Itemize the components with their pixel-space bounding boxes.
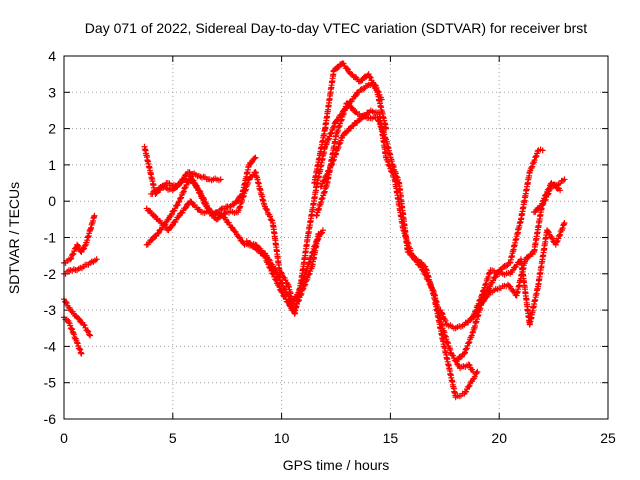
data-point xyxy=(78,350,85,357)
series-marker-trail xyxy=(245,81,384,316)
series-marker-trail xyxy=(61,298,93,338)
grid xyxy=(64,56,608,419)
x-tick-label: 25 xyxy=(600,430,616,446)
series-trace-k xyxy=(317,107,477,375)
chart-title: Day 071 of 2022, Sidereal Day-to-day VTE… xyxy=(85,20,587,36)
data-points xyxy=(61,60,568,401)
series-trace-o xyxy=(470,219,568,328)
data-point xyxy=(470,314,477,321)
data-point xyxy=(87,332,94,339)
x-tick-label: 20 xyxy=(491,430,507,446)
y-tick-label: -3 xyxy=(44,302,57,318)
series-marker-trail xyxy=(62,257,98,277)
plot-frame xyxy=(63,55,609,420)
data-point xyxy=(187,172,194,179)
y-tick-label: -6 xyxy=(44,411,57,427)
x-tick-label: 10 xyxy=(274,430,290,446)
x-tick-label: 0 xyxy=(60,430,68,446)
y-tick-label: 1 xyxy=(48,157,56,173)
x-tick-label: 5 xyxy=(169,430,177,446)
series-marker-trail xyxy=(149,169,322,313)
y-tick-label: 3 xyxy=(48,84,56,100)
series-trace-a xyxy=(61,212,98,266)
series-trace-i xyxy=(243,81,385,317)
y-tick-label: 0 xyxy=(48,193,56,209)
y-tick-label: 4 xyxy=(48,48,56,64)
series-marker-trail xyxy=(62,316,84,356)
series-marker-trail xyxy=(313,100,480,400)
series-trace-p xyxy=(531,176,568,216)
data-point xyxy=(561,176,568,183)
series-trace-j xyxy=(311,60,390,187)
y-tick-label: -2 xyxy=(44,266,57,282)
series-marker-trail xyxy=(318,108,476,373)
series-marker-trail xyxy=(470,221,567,327)
x-tick-label: 15 xyxy=(383,430,399,446)
series-trace-l xyxy=(313,100,481,401)
axis-ticks: 0 5 10 15 20 25 -6 -5 -4 -3 -2 -1 0 1 2 3 4 xyxy=(44,48,616,446)
y-tick-label: -4 xyxy=(44,338,57,354)
series-trace-n xyxy=(452,146,546,364)
series-trace-b xyxy=(61,256,100,277)
x-axis-label: GPS time / hours xyxy=(283,457,390,473)
series-trace-h xyxy=(148,169,322,314)
series-marker-trail xyxy=(453,146,544,364)
series-marker-trail xyxy=(311,60,389,186)
y-axis-label: SDTVAR / TECUs xyxy=(6,182,22,294)
series-marker-trail xyxy=(62,214,97,266)
series-trace-c xyxy=(61,296,94,339)
series-marker-trail xyxy=(532,177,566,215)
series-trace-d xyxy=(61,314,85,357)
y-tick-label: -1 xyxy=(44,230,57,246)
y-tick-label: -5 xyxy=(44,375,57,391)
y-tick-label: 2 xyxy=(48,121,56,137)
